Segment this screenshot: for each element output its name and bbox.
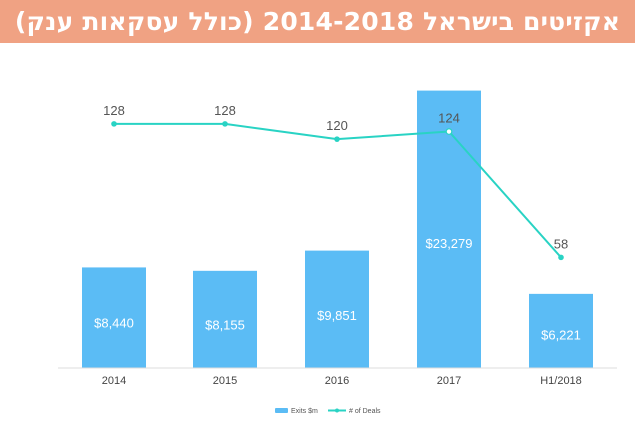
chart-area: $8,440 $8,155 $9,851 $23,279 $6,221 128 128 12… xyxy=(0,43,635,446)
deals-point-label: 128 xyxy=(214,103,236,118)
exits-bar xyxy=(82,267,146,368)
deals-point-label: 124 xyxy=(438,111,460,126)
exits-bar-label: $8,440 xyxy=(94,316,134,331)
legend: Exits $m # of Deals xyxy=(275,408,381,415)
exits-bar xyxy=(417,90,481,368)
deals-point xyxy=(111,121,117,127)
deals-point xyxy=(334,136,340,142)
deals-point xyxy=(558,254,564,261)
exits-bar-label: $23,279 xyxy=(426,236,473,251)
deals-point xyxy=(222,121,228,127)
deals-line-layer: 128 128 120 124 58 xyxy=(103,103,568,261)
legend-label-deals: # of Deals xyxy=(349,408,381,415)
x-tick-label: 2017 xyxy=(437,375,461,387)
category-labels: 2014 2015 2016 2017 H1/2018 xyxy=(102,375,582,387)
legend-marker-deals xyxy=(335,408,339,413)
x-tick-label: 2015 xyxy=(213,375,237,387)
x-tick-label: 2016 xyxy=(325,375,349,387)
chart-title: אקזיטים בישראל 2014-2018 (כולל עסקאות ענ… xyxy=(14,7,621,36)
exits-bar xyxy=(193,270,257,368)
legend-label-exits: Exits $m xyxy=(291,408,318,415)
bars-layer: $8,440 $8,155 $9,851 $23,279 $6,221 xyxy=(82,90,593,368)
exits-bar-label: $8,155 xyxy=(205,317,245,332)
exits-bar-label: $6,221 xyxy=(541,328,581,343)
deals-line xyxy=(114,122,562,259)
x-tick-label: H1/2018 xyxy=(540,375,582,387)
title-banner: אקזיטים בישראל 2014-2018 (כולל עסקאות ענ… xyxy=(0,0,635,43)
exits-chart: $8,440 $8,155$9,851$23,279$6,221 128 12812… xyxy=(58,90,617,415)
exits-bar-label: $9,851 xyxy=(317,308,357,323)
deals-point-label: 128 xyxy=(103,103,125,118)
legend-swatch-exits xyxy=(275,408,288,413)
x-tick-label: 2014 xyxy=(102,375,126,387)
deals-point xyxy=(445,128,453,135)
deals-point-label: 58 xyxy=(554,236,568,251)
exits-bar xyxy=(305,250,369,368)
exits-bar xyxy=(529,293,593,368)
deals-point-label: 120 xyxy=(326,118,348,133)
